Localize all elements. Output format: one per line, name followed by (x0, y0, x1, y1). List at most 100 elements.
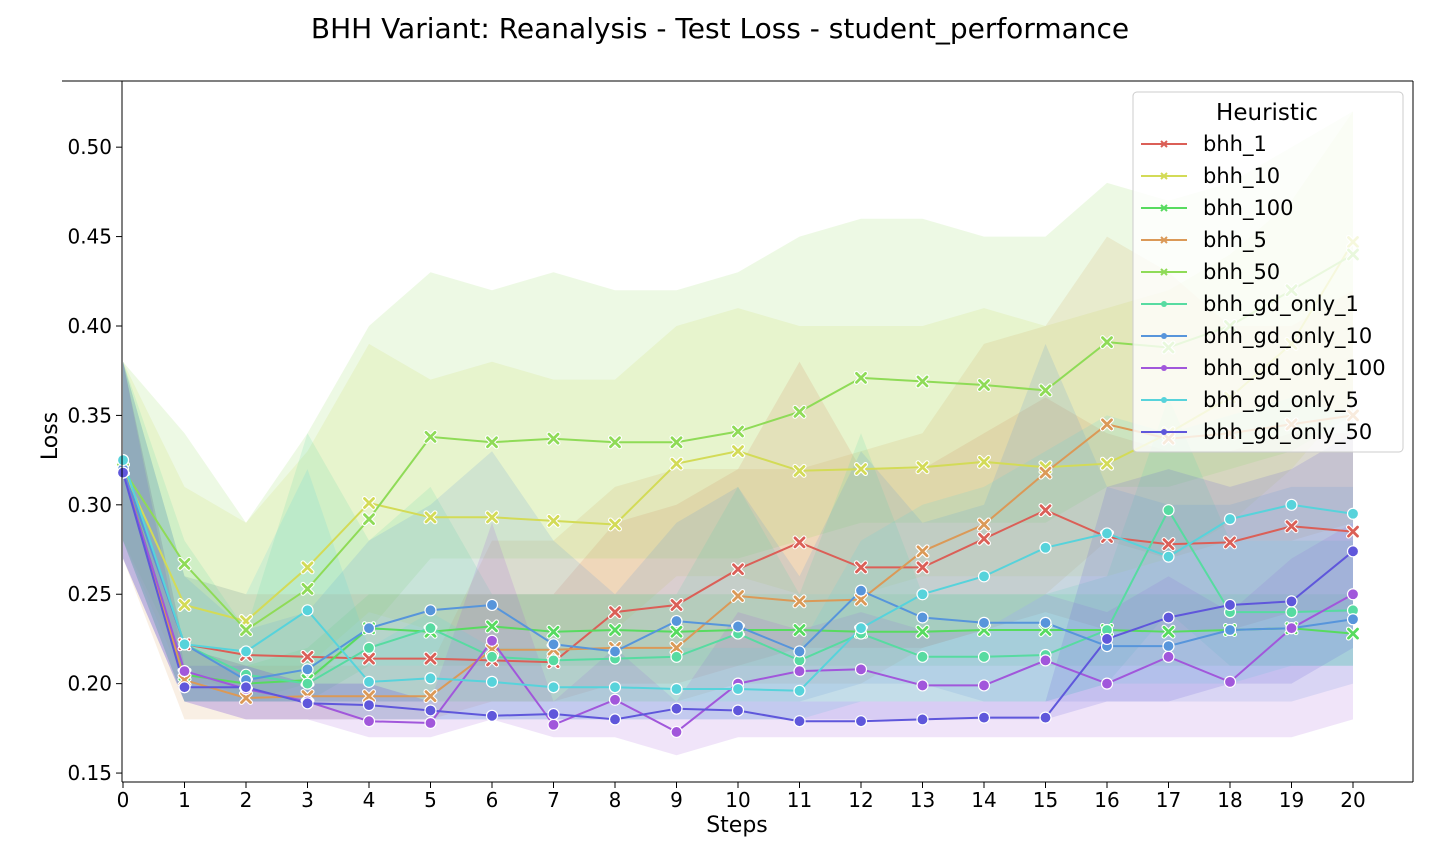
marker-bhh-gd-only-50 (1346, 545, 1360, 558)
marker-cross (793, 405, 806, 418)
marker-cross (793, 464, 806, 477)
band-bhh-5 (123, 236, 1353, 720)
marker-bhh-1 (977, 531, 991, 546)
marker-cross (855, 593, 867, 606)
marker-bhh-gd-only-5 (1100, 527, 1114, 540)
marker-bhh-10 (915, 460, 930, 475)
x-tick-label: 14 (971, 788, 996, 812)
marker-cross (1101, 457, 1113, 470)
marker-bhh-10 (854, 462, 868, 477)
marker-bhh-1 (362, 651, 376, 666)
marker-bhh-gd-only-100 (670, 725, 683, 739)
marker-bhh-gd-only-5 (977, 570, 991, 583)
marker-bhh-gd-only-10 (670, 614, 683, 628)
marker-bhh-1 (669, 597, 684, 612)
marker-bhh-gd-only-50 (670, 702, 683, 715)
marker-bhh-gd-only-10 (1039, 616, 1052, 629)
legend-swatch-marker (1160, 172, 1168, 180)
marker-cross (486, 436, 498, 449)
marker-bhh-gd-only-5 (178, 638, 191, 651)
marker-bhh-1 (915, 560, 930, 575)
marker-bhh-10 (546, 513, 561, 528)
legend-swatch-marker (1160, 236, 1168, 244)
marker-bhh-gd-only-5 (670, 682, 683, 696)
legend-label-bhh-10: bhh_10 (1203, 164, 1280, 189)
marker-bhh-50 (239, 622, 253, 637)
x-tick-label: 11 (787, 788, 812, 812)
x-tick-label: 2 (240, 788, 253, 812)
marker-bhh-50 (546, 431, 561, 446)
marker-bhh-gd-only-10 (547, 638, 560, 651)
x-tick-label: 4 (363, 788, 376, 812)
marker-bhh-1 (1038, 503, 1053, 518)
marker-bhh-gd-only-10 (301, 663, 314, 676)
marker-bhh-gd-only-50 (608, 713, 622, 726)
marker-bhh-gd-only-10 (485, 598, 499, 612)
y-tick-label: 0.25 (67, 582, 112, 606)
legend-item-bhh-gd-only-5: bhh_gd_only_5 (1141, 388, 1359, 413)
legend-item-bhh-gd-only-100: bhh_gd_only_100 (1141, 356, 1386, 381)
band-bhh-100 (123, 361, 1353, 702)
x-tick-label: 10 (725, 788, 750, 812)
marker-bhh-100 (1161, 624, 1176, 639)
marker-cross (301, 561, 314, 574)
x-tick-label: 20 (1340, 788, 1365, 812)
marker-bhh-50 (792, 404, 807, 419)
x-tick-label: 6 (486, 788, 499, 812)
marker-bhh-10 (300, 560, 315, 575)
marker-cross (670, 599, 683, 611)
marker-bhh-gd-only-1 (485, 650, 499, 663)
marker-cross (240, 624, 252, 636)
marker-cross (916, 561, 929, 574)
marker-bhh-gd-only-5 (116, 454, 130, 467)
marker-cross (547, 625, 560, 638)
marker-bhh-gd-only-5 (1346, 507, 1360, 520)
y-axis-label: Loss (38, 412, 63, 460)
marker-bhh-gd-only-50 (977, 711, 991, 724)
marker-cross (670, 436, 683, 449)
marker-cross (916, 375, 929, 388)
marker-bhh-10 (177, 597, 192, 612)
marker-bhh-gd-only-50 (239, 681, 253, 694)
marker-cross (424, 511, 437, 524)
marker-cross (1101, 418, 1113, 431)
marker-bhh-5 (239, 690, 253, 705)
marker-bhh-gd-only-5 (547, 681, 560, 694)
marker-cross (732, 425, 744, 438)
marker-bhh-gd-only-100 (1162, 650, 1175, 663)
marker-bhh-1 (792, 535, 807, 550)
x-tick-label: 7 (547, 788, 560, 812)
marker-bhh-gd-only-10 (854, 584, 868, 597)
marker-bhh-gd-only-1 (670, 650, 683, 663)
marker-cross (301, 582, 314, 595)
marker-bhh-10 (669, 456, 684, 471)
legend-swatch-marker (1160, 140, 1168, 148)
marker-bhh-5 (977, 517, 991, 532)
legend-swatch-marker (1161, 397, 1167, 403)
marker-bhh-5 (854, 592, 868, 607)
marker-cross (978, 456, 990, 468)
marker-bhh-50 (1038, 383, 1053, 398)
marker-bhh-100 (915, 624, 930, 639)
y-tick-label: 0.20 (67, 672, 112, 696)
legend: Heuristic bhh_1 bhh_10 bhh_100 bhh_5 bhh_50b… (1132, 91, 1404, 453)
marker-cross (1039, 384, 1052, 397)
legend-label-bhh-gd-only-100: bhh_gd_only_100 (1203, 356, 1386, 381)
marker-cross (363, 497, 375, 509)
marker-cross (178, 599, 191, 611)
y-tick-label: 0.45 (67, 225, 112, 249)
marker-cross (609, 436, 621, 449)
marker-cross (486, 511, 498, 524)
marker-bhh-gd-only-10 (977, 616, 991, 629)
y-tick-label: 0.35 (67, 403, 112, 427)
marker-bhh-gd-only-10 (731, 620, 745, 633)
marker-bhh-gd-only-5 (239, 645, 253, 658)
marker-bhh-gd-only-5 (362, 675, 376, 688)
legend-swatch-marker (1160, 268, 1168, 276)
marker-bhh-5 (792, 594, 807, 609)
marker-bhh-100 (792, 622, 807, 637)
marker-bhh-1 (854, 560, 868, 575)
marker-bhh-50 (1100, 335, 1114, 350)
marker-bhh-50 (608, 435, 622, 450)
